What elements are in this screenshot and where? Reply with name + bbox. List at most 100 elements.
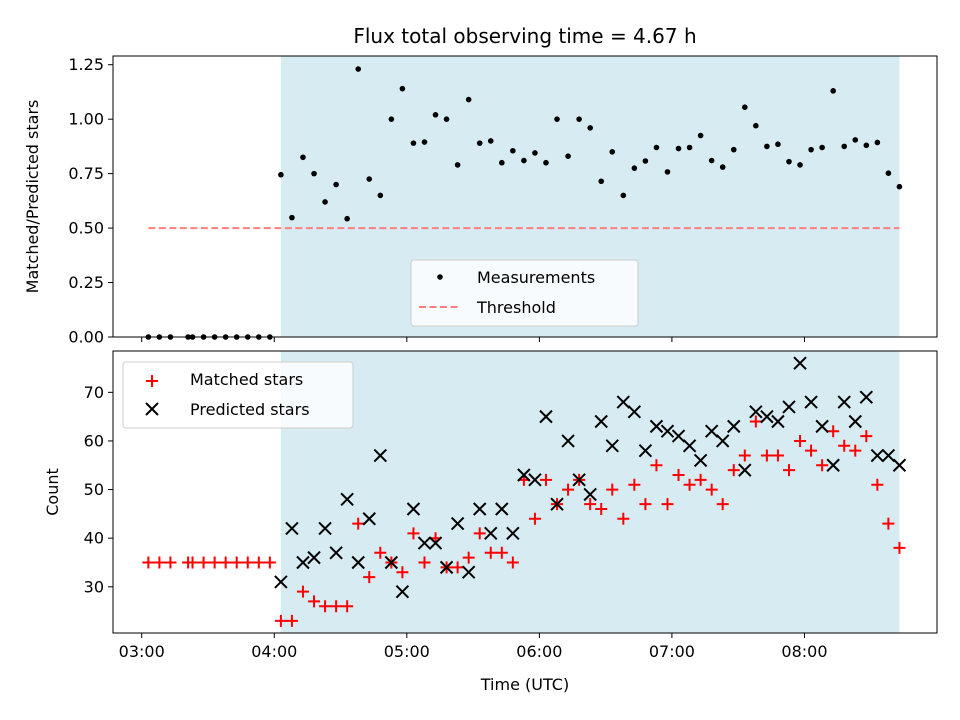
matched-star-point <box>860 430 873 443</box>
top-y-tick-label: 1.25 <box>68 55 104 74</box>
legend-matched-marker <box>146 375 158 387</box>
top-panel: 0.00 0.25 0.50 0.75 1.00 1.25 Matched/Predict… <box>23 55 938 347</box>
measurement-point <box>289 214 295 221</box>
matched-star-point <box>484 546 497 559</box>
bottom-observing-span <box>280 351 900 633</box>
predicted-star-point <box>351 555 365 570</box>
predicted-star-point <box>495 502 509 516</box>
measurement-point <box>322 199 328 205</box>
predicted-star-point <box>340 492 354 507</box>
matched-star-point <box>672 468 685 481</box>
matched-star-point <box>506 556 519 569</box>
matched-star-point <box>794 434 807 447</box>
legend-matched-label: Matched stars <box>190 370 303 389</box>
measurement-point <box>388 116 395 122</box>
predicted-star-point <box>406 502 421 516</box>
measurement-point <box>587 125 593 131</box>
bottom-x-tick-label: 05:00 <box>384 642 430 661</box>
matched-star-point <box>363 571 376 584</box>
predicted-star-point <box>815 419 829 434</box>
measurement-point <box>631 165 638 171</box>
matched-star-point <box>771 449 784 462</box>
measurement-point <box>443 116 450 122</box>
predicted-star-point <box>782 400 796 414</box>
predicted-star-point <box>881 448 896 463</box>
measurement-point <box>885 170 892 176</box>
predicted-star-point <box>528 473 542 487</box>
predicted-star-point <box>450 516 465 531</box>
measurement-point <box>311 170 317 177</box>
predicted-star-point <box>793 356 807 370</box>
predicted-star-point <box>638 443 653 458</box>
measurement-point <box>808 146 814 153</box>
matched-star-point <box>418 556 431 569</box>
matched-star-point <box>539 473 552 486</box>
measurement-point <box>421 139 428 145</box>
predicted-star-point <box>716 434 730 448</box>
predicted-star-point <box>616 395 631 409</box>
predicted-star-point <box>837 395 851 409</box>
top-y-ticks: 0.00 0.25 0.50 0.75 1.00 1.25 <box>68 55 113 347</box>
predicted-star-point <box>627 405 642 419</box>
measurement-point <box>797 162 803 168</box>
legend-threshold-label: Threshold <box>476 298 556 317</box>
legend-predicted-label: Predicted stars <box>190 400 310 419</box>
measurement-point <box>719 164 726 170</box>
predicted-star-point <box>771 414 785 429</box>
predicted-star-point <box>870 448 885 463</box>
legend-measurements-label: Measurements <box>477 268 595 287</box>
matched-star-point <box>407 527 420 540</box>
matched-star-point <box>319 600 332 613</box>
predicted-star-point <box>760 409 774 424</box>
measurement-point <box>576 116 582 122</box>
bottom-x-axis-label: Time (UTC) <box>480 675 569 694</box>
predicted-star-point <box>738 463 752 477</box>
predicted-star-point <box>329 546 343 560</box>
bottom-x-tick-label: 03:00 <box>119 642 165 661</box>
matched-star-point <box>396 566 409 579</box>
measurement-point <box>708 157 715 164</box>
predicted-star-point <box>859 390 874 404</box>
matched-star-point <box>562 483 575 496</box>
matched-star-point <box>330 600 343 613</box>
matched-star-point <box>805 444 818 457</box>
bottom-x-tick-label: 06:00 <box>516 642 562 661</box>
measurement-point <box>764 143 770 150</box>
measurement-points <box>145 66 903 340</box>
measurement-point <box>653 144 660 151</box>
bottom-x-tick-label: 04:00 <box>251 642 297 661</box>
predicted-star-point <box>417 536 432 550</box>
bottom-legend-box <box>122 361 354 429</box>
measurement-point <box>532 150 538 156</box>
top-chart-title: Flux total observing time = 4.67 h <box>353 24 696 48</box>
matched-star-point <box>230 556 243 569</box>
matched-star-point <box>749 415 762 428</box>
predicted-star-point <box>693 453 708 468</box>
bottom-axes-frame <box>112 350 938 634</box>
matched-star-point <box>650 459 663 472</box>
measurement-point <box>377 192 384 199</box>
measurement-point <box>830 88 836 94</box>
predicted-star-point <box>373 448 388 463</box>
matched-star-point <box>871 478 884 491</box>
predicted-star-point <box>384 555 399 570</box>
predicted-star-point <box>439 560 454 575</box>
predicted-star-point <box>362 512 376 526</box>
measurement-point <box>841 143 848 150</box>
measurement-point <box>852 137 859 143</box>
predicted-star-point <box>506 526 520 541</box>
top-y-tick-label: 0.50 <box>68 219 104 238</box>
measurement-point <box>753 122 759 129</box>
matched-star-point <box>219 556 232 569</box>
matched-star-point <box>495 546 508 559</box>
bottom-y-tick-label: 30 <box>84 577 104 596</box>
matched-star-point <box>727 464 740 477</box>
matched-star-point <box>197 556 210 569</box>
matched-star-point <box>153 556 166 569</box>
measurement-point <box>499 159 505 166</box>
predicted-star-point <box>605 439 619 453</box>
measurement-point <box>543 159 549 166</box>
matched-star-point <box>639 498 652 511</box>
predicted-star-point <box>682 439 697 453</box>
